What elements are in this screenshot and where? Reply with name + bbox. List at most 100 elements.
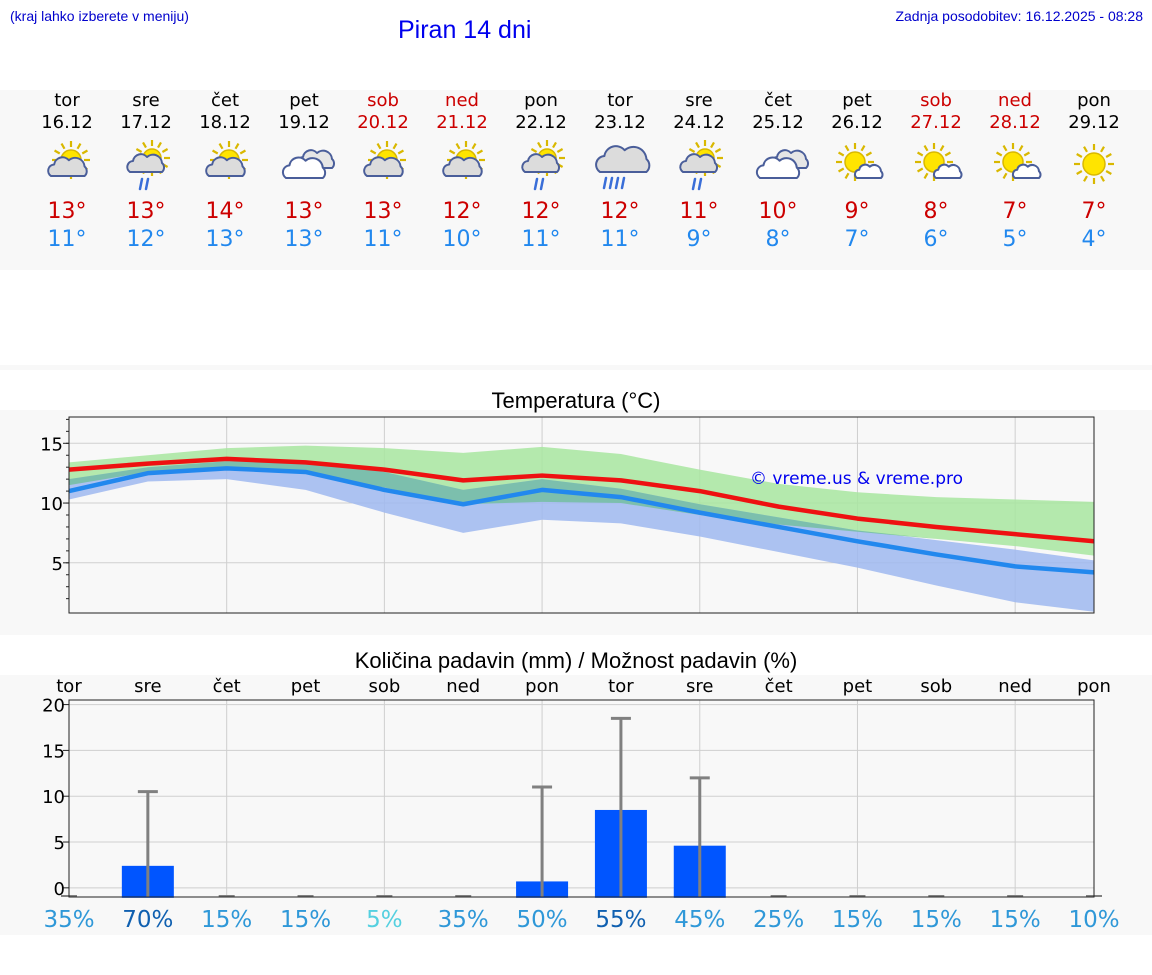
temp-max: 14° xyxy=(205,199,245,224)
precip-probability: 70% xyxy=(122,907,173,933)
category-label: čet xyxy=(765,676,793,697)
category-label: tor xyxy=(56,676,82,697)
temp-max: 9° xyxy=(844,199,870,224)
precip-probability: 15% xyxy=(911,907,962,933)
day-date: 23.12 xyxy=(594,112,646,133)
sunny-icon xyxy=(1074,144,1114,184)
day-column: tor 23.12 12° 11° xyxy=(580,90,660,254)
temp-min: 11° xyxy=(521,227,561,252)
partly-sunny-icon xyxy=(442,141,485,179)
temp-max: 11° xyxy=(679,199,719,224)
day-date: 25.12 xyxy=(752,112,804,133)
cloudy-icon xyxy=(738,134,818,198)
day-name: ned xyxy=(998,90,1032,111)
day-column: sob 27.12 8° 6° xyxy=(896,90,976,254)
temp-min: 11° xyxy=(363,227,403,252)
day-name: sob xyxy=(367,90,399,111)
day-date: 28.12 xyxy=(989,112,1041,133)
day-date: 18.12 xyxy=(199,112,251,133)
cloudy-icon xyxy=(264,134,344,198)
temp-min: 8° xyxy=(765,227,791,252)
temp-min: 11° xyxy=(47,227,87,252)
precip-probability: 45% xyxy=(674,907,725,933)
temp-min: 6° xyxy=(923,227,949,252)
sun-cloud-rain-icon xyxy=(659,134,739,198)
day-date: 29.12 xyxy=(1068,112,1120,133)
category-label: sre xyxy=(686,676,713,697)
temp-min: 13° xyxy=(284,227,324,252)
category-label: pon xyxy=(525,676,559,697)
day-date: 24.12 xyxy=(673,112,725,133)
day-column: pon 22.12 12° 11° xyxy=(501,90,581,254)
partly-sunny-icon xyxy=(205,141,248,179)
day-date: 16.12 xyxy=(41,112,93,133)
y-tick-label: 20 xyxy=(42,696,65,717)
day-date: 26.12 xyxy=(831,112,883,133)
y-tick-label: 15 xyxy=(40,434,63,455)
temperature-chart: 5 10 15 © vreme.us & vreme.pro xyxy=(40,416,1095,614)
partly-sunny-icon xyxy=(363,141,406,179)
day-name: pet xyxy=(842,90,872,111)
page-title: Piran 14 dni xyxy=(398,16,532,44)
cloudy-icon xyxy=(281,149,335,179)
mostly-sunny-icon xyxy=(975,134,1055,198)
mostly-sunny-icon xyxy=(915,143,963,181)
precip-probability: 15% xyxy=(990,907,1041,933)
precipitation-chart-title: Količina padavin (mm) / Možnost padavin … xyxy=(354,648,798,673)
sun-cloud-rain-icon xyxy=(679,140,723,191)
day-column: čet 18.12 14° 13° xyxy=(185,90,265,254)
day-date: 20.12 xyxy=(357,112,409,133)
sun-cloud-rain-icon xyxy=(521,140,565,191)
day-column: čet 25.12 10° 8° xyxy=(738,90,818,254)
day-column: ned 28.12 7° 5° xyxy=(975,90,1055,254)
y-tick-label: 10 xyxy=(40,494,63,515)
cloud-heavy-rain-icon xyxy=(580,134,660,198)
watermark: © vreme.us & vreme.pro xyxy=(750,469,963,489)
precip-probability: 25% xyxy=(753,907,804,933)
temp-min: 12° xyxy=(126,227,166,252)
precip-probability: 50% xyxy=(517,907,568,933)
temp-max: 12° xyxy=(600,199,640,224)
sun-cloud-rain-icon xyxy=(106,134,186,198)
day-name: čet xyxy=(763,90,793,111)
y-tick-label: 10 xyxy=(42,787,65,808)
category-label: ned xyxy=(998,676,1032,697)
separator-band xyxy=(0,365,1152,370)
day-name: sre xyxy=(132,90,160,111)
day-date: 19.12 xyxy=(278,112,330,133)
precip-probability: 55% xyxy=(595,907,646,933)
partly-sunny-icon xyxy=(343,134,423,198)
precip-probability: 5% xyxy=(366,907,403,933)
precip-probability: 15% xyxy=(832,907,883,933)
category-label: pet xyxy=(291,676,321,697)
partly-sunny-icon xyxy=(27,134,107,198)
temperature-chart-title: Temperatura (°C) xyxy=(491,388,661,413)
day-date: 22.12 xyxy=(515,112,567,133)
series-min-line xyxy=(68,466,1095,575)
temp-max: 13° xyxy=(284,199,324,224)
mostly-sunny-icon xyxy=(817,134,897,198)
day-column: ned 21.12 12° 10° xyxy=(422,90,502,254)
partly-sunny-icon xyxy=(47,141,90,179)
category-label: pon xyxy=(1077,676,1111,697)
sunny-icon xyxy=(1054,134,1134,198)
precipitation-chart: tor sre čet pet sob ned pon tor sre čet pet sob ned p… xyxy=(42,676,1119,933)
sun-cloud-rain-icon xyxy=(126,140,170,191)
y-tick-label: 5 xyxy=(54,833,65,854)
temp-max: 10° xyxy=(758,199,798,224)
day-column: pet 26.12 9° 7° xyxy=(817,90,897,254)
category-label: sob xyxy=(368,676,400,697)
precip-probability: 35% xyxy=(438,907,489,933)
temp-min: 9° xyxy=(686,227,712,252)
sun-cloud-rain-icon xyxy=(501,134,581,198)
mostly-sunny-icon xyxy=(896,134,976,198)
mostly-sunny-icon xyxy=(836,143,884,181)
day-name: pon xyxy=(1077,90,1111,111)
day-name: tor xyxy=(54,90,80,111)
temp-min: 10° xyxy=(442,227,482,252)
category-label: čet xyxy=(213,676,241,697)
precip-probability: 35% xyxy=(43,907,94,933)
day-name: ned xyxy=(445,90,479,111)
day-date: 27.12 xyxy=(910,112,962,133)
forecast-strip: tor 16.12 13° 11° sre 17.12 13° 12° čet 18.12 14° 1… xyxy=(0,90,1152,270)
